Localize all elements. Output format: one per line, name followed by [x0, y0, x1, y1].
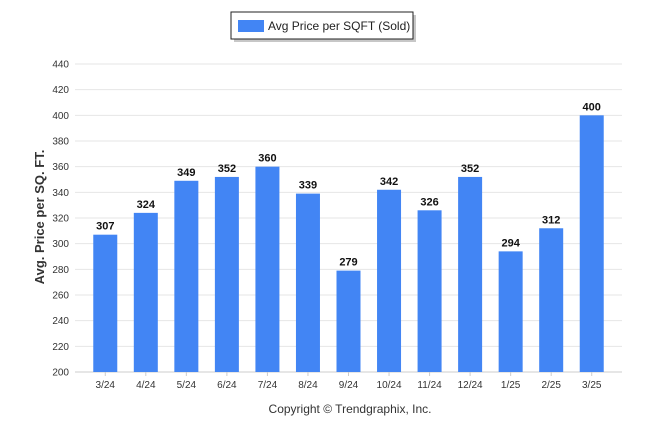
bar-6-24[interactable] [214, 176, 239, 372]
bar-2-25[interactable] [539, 228, 564, 372]
legend-label: Avg Price per SQFT (Sold) [268, 19, 410, 33]
data-labels: 307 324 349 352 360 339 279 342 326 352 294 312 400 [96, 101, 601, 268]
bar-11-24[interactable] [417, 210, 442, 372]
y-tick-label: 420 [52, 85, 69, 96]
data-label: 312 [542, 214, 560, 226]
data-label: 352 [218, 163, 236, 175]
legend[interactable]: Avg Price per SQFT (Sold) [230, 11, 416, 42]
x-tick-label: 9/24 [339, 380, 359, 391]
bar-10-24[interactable] [377, 189, 402, 372]
y-axis-ticks: 200 220 240 260 280 300 320 340 360 380 400 420 440 [52, 60, 69, 379]
x-axis-ticks: 3/24 4/24 5/24 6/24 7/24 8/24 9/24 10/24 11/24 12… [96, 372, 602, 391]
y-tick-label: 400 [52, 111, 69, 122]
x-tick-label: 11/24 [417, 380, 442, 391]
gridlines [75, 63, 622, 373]
data-label: 279 [339, 257, 357, 269]
bar-7-24[interactable] [255, 166, 280, 372]
x-tick-label: 10/24 [377, 380, 402, 391]
bar-1-25[interactable] [498, 251, 523, 372]
y-tick-label: 340 [52, 188, 69, 199]
data-label: 342 [380, 176, 398, 188]
data-label: 339 [299, 180, 317, 192]
bar-12-24[interactable] [458, 176, 483, 372]
y-tick-label: 440 [52, 60, 69, 71]
x-tick-label: 12/24 [458, 380, 483, 391]
x-tick-label: 8/24 [298, 380, 318, 391]
bar-8-24[interactable] [295, 193, 320, 372]
data-label: 360 [258, 153, 276, 165]
y-tick-label: 360 [52, 162, 69, 173]
y-axis-label: Avg. Price per SQ. FT. [32, 150, 47, 285]
x-tick-label: 7/24 [258, 380, 278, 391]
data-label: 400 [583, 101, 601, 113]
bar-9-24[interactable] [336, 270, 361, 372]
x-tick-label: 4/24 [136, 380, 156, 391]
copyright-text: Copyright © Trendgraphix, Inc. [269, 402, 432, 416]
data-label: 294 [501, 237, 520, 249]
x-tick-label: 6/24 [217, 380, 237, 391]
bar-3-24[interactable] [93, 234, 118, 372]
data-label: 349 [177, 167, 195, 179]
x-tick-label: 3/25 [582, 380, 602, 391]
bars [93, 115, 604, 372]
x-tick-label: 1/25 [501, 380, 521, 391]
y-tick-label: 320 [52, 214, 69, 225]
x-tick-label: 5/24 [177, 380, 197, 391]
y-tick-label: 200 [52, 368, 69, 379]
data-label: 324 [137, 199, 156, 211]
bar-5-24[interactable] [174, 180, 199, 372]
y-tick-label: 300 [52, 239, 69, 250]
y-tick-label: 280 [52, 265, 69, 276]
x-tick-label: 2/25 [541, 380, 561, 391]
y-tick-label: 220 [52, 342, 69, 353]
x-tick-label: 3/24 [96, 380, 116, 391]
bar-3-25[interactable] [579, 115, 604, 372]
y-tick-label: 240 [52, 316, 69, 327]
data-label: 326 [420, 196, 438, 208]
legend-swatch [238, 20, 264, 32]
bar-4-24[interactable] [133, 212, 158, 372]
data-label: 307 [96, 221, 114, 233]
y-tick-label: 260 [52, 291, 69, 302]
y-tick-label: 380 [52, 137, 69, 148]
data-label: 352 [461, 163, 479, 175]
